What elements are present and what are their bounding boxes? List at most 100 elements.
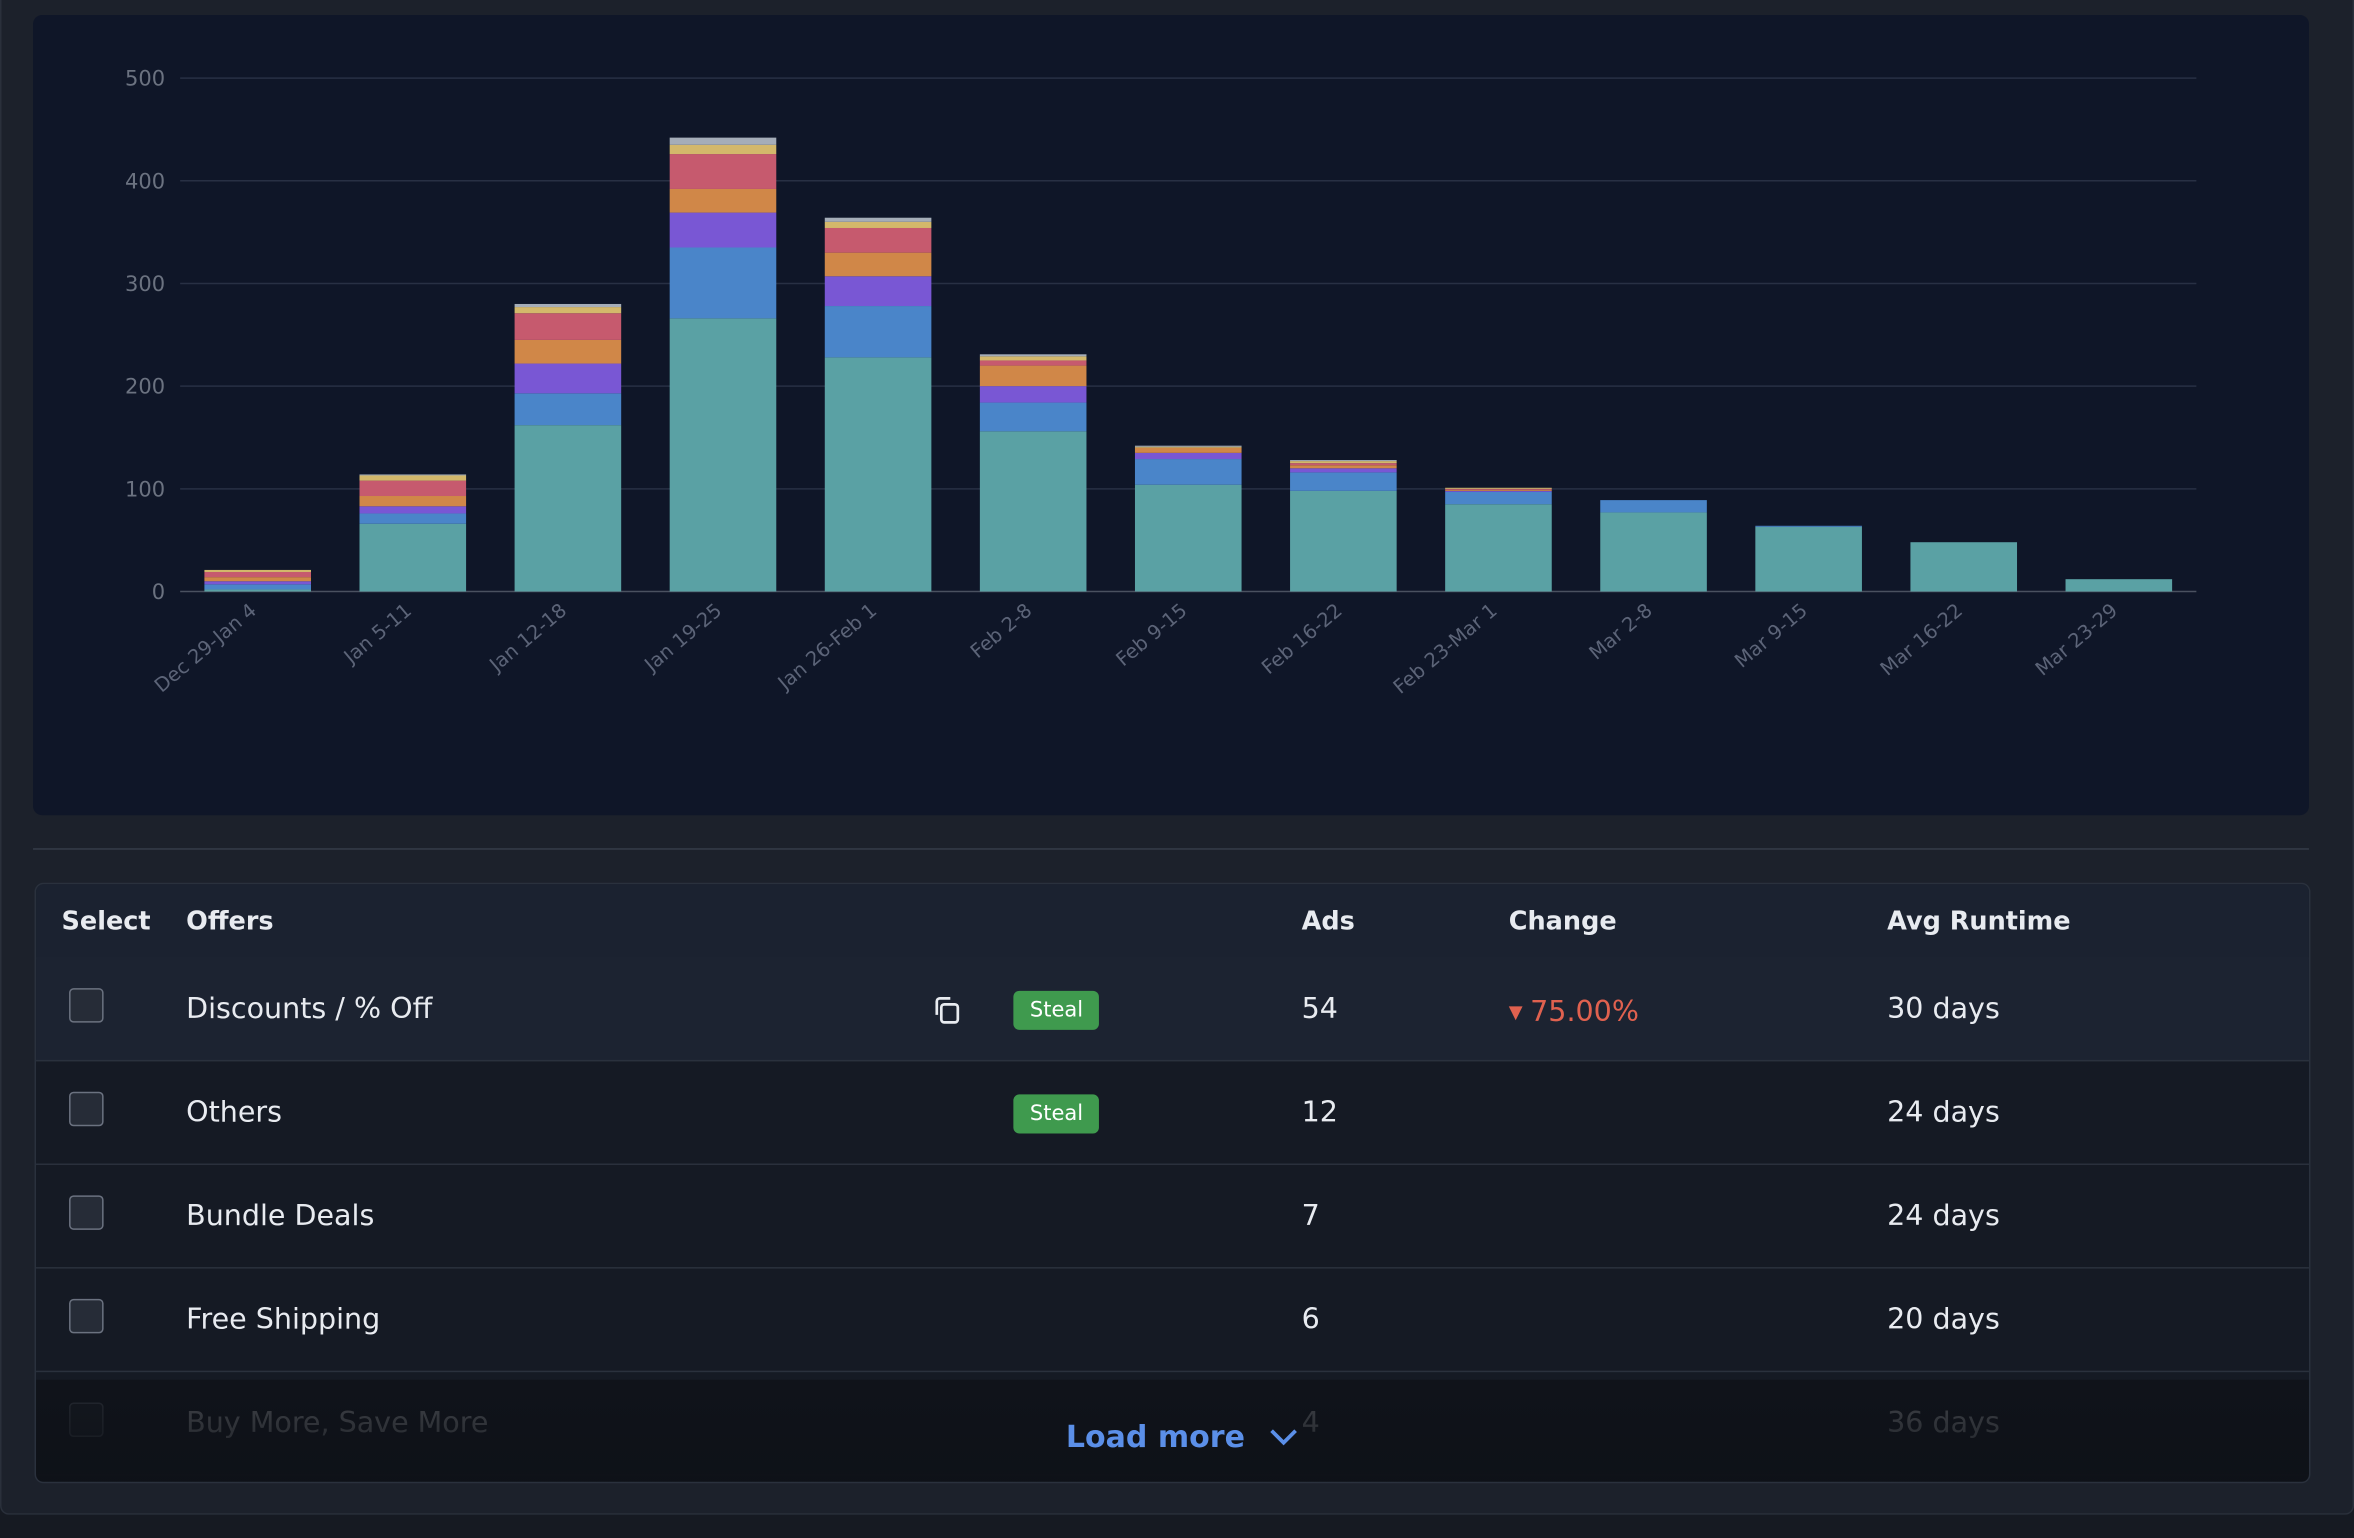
bar-segment [1290, 460, 1397, 462]
bar-segment [359, 475, 467, 481]
copy-icon[interactable] [931, 994, 964, 1027]
x-tick-label: Mar 16-22 [1876, 599, 1967, 681]
bar-segment [1134, 447, 1242, 453]
table-row: Bundle Deals 7 24 days [36, 1165, 2309, 1269]
down-arrow: ▼ [1508, 1001, 1523, 1023]
steal-badge[interactable]: Steal [1013, 1094, 1100, 1134]
checkbox[interactable] [69, 1091, 104, 1127]
bar-segment [1290, 468, 1397, 473]
bar-segment [514, 363, 622, 394]
fade-overlay [36, 1379, 2309, 1482]
bar-segment [669, 144, 777, 155]
bar-segment [669, 212, 777, 248]
bar-segment [1290, 472, 1397, 491]
x-tick-label: Jan 26-Feb 1 [772, 599, 881, 696]
bar-segment [1290, 461, 1397, 464]
y-tick-label: 0 [152, 579, 165, 604]
x-tick-label: Feb 2-8 [966, 599, 1036, 663]
bar-segment [1134, 445, 1242, 447]
steal-badge[interactable]: Steal [1013, 990, 1100, 1030]
bar-segment [669, 318, 777, 592]
bar-segment [1445, 487, 1552, 489]
column-header: Select [61, 906, 151, 937]
avg-runtime: 20 days [1887, 1303, 2000, 1337]
bar-segment [669, 137, 777, 145]
bar-segment [669, 247, 777, 319]
x-tick-label: Dec 29-Jan 4 [150, 599, 261, 697]
bar-segment [824, 217, 932, 222]
x-tick-label: Mar 23-29 [2031, 599, 2122, 681]
table-header: Select Offers Ads Change Avg Runtime [36, 884, 2309, 960]
bar-segment [359, 480, 467, 497]
bar-segment [979, 431, 1087, 592]
bar-segment [1290, 490, 1397, 592]
bar-segment [359, 496, 467, 507]
chart-area [33, 15, 2309, 816]
offer-name: Bundle Deals [186, 1199, 375, 1233]
bar-segment [1445, 504, 1552, 592]
x-tick-label: Feb 9-15 [1112, 599, 1192, 671]
bar-segment [204, 581, 311, 585]
bar-segment [824, 227, 932, 253]
bar-segment [979, 402, 1087, 432]
table-row: Others Steal 12 24 days [36, 1061, 2309, 1165]
bar-segment [514, 313, 622, 340]
checkbox[interactable] [69, 988, 104, 1023]
ads-count: 12 [1301, 1095, 1338, 1129]
bar-segment [204, 577, 311, 582]
x-tick-label: Jan 12-18 [484, 599, 571, 678]
load-more[interactable]: Load more [1066, 1419, 1301, 1455]
y-tick-label: 400 [125, 168, 165, 193]
bar-segment [204, 589, 311, 592]
x-tick-label: Mar 2-8 [1585, 599, 1657, 665]
bar-segment [824, 357, 932, 592]
chevron-icon[interactable] [1267, 1426, 1300, 1447]
x-tick-label: Jan 19-25 [639, 599, 726, 678]
bar-segment [1910, 542, 2018, 592]
bar-segment [1755, 526, 1862, 592]
ads-count: 6 [1301, 1303, 1320, 1337]
avg-runtime: 24 days [1887, 1095, 2000, 1129]
bar-segment [514, 339, 622, 364]
bar-segment [514, 425, 622, 592]
bar-segment [514, 303, 622, 308]
separator [33, 848, 2309, 850]
bar-segment [824, 252, 932, 277]
y-tick-label: 300 [125, 271, 165, 296]
ads-count: 7 [1301, 1199, 1320, 1233]
copy-glyph[interactable] [931, 994, 964, 1027]
bar-segment [1290, 463, 1397, 466]
bar-segment [359, 474, 467, 476]
bar-segment [359, 523, 467, 592]
bar-segment [1134, 484, 1242, 592]
bar-segment [1445, 489, 1552, 491]
load-more-label[interactable]: Load more [1065, 1418, 1245, 1455]
checkbox[interactable] [69, 1298, 104, 1334]
bar-segment [1445, 490, 1552, 492]
bar-segment [979, 360, 1087, 366]
column-header: Avg Runtime [1887, 906, 2071, 937]
column-header: Change [1508, 906, 1617, 937]
y-tick-label: 100 [125, 476, 165, 501]
y-tick-label: 500 [125, 66, 165, 91]
bar-segment [204, 584, 311, 590]
bar-segment [1134, 459, 1242, 485]
bar-segment [824, 276, 932, 307]
avg-runtime: 30 days [1887, 992, 2000, 1026]
bar-segment [1134, 452, 1242, 460]
bar-segment [1600, 500, 1707, 513]
bar-segment [1755, 525, 1862, 527]
offer-name: Free Shipping [186, 1303, 381, 1337]
change-value: 75.00% [1530, 995, 1639, 1029]
bar-segment [359, 506, 467, 514]
bar-segment [669, 154, 777, 189]
bar-segment [979, 365, 1087, 387]
bar-segment [979, 356, 1087, 361]
bar-segment [1290, 465, 1397, 469]
x-tick-label: Feb 16-22 [1257, 599, 1346, 679]
checkbox[interactable] [69, 1195, 104, 1230]
bar-segment [1600, 512, 1707, 592]
offers-table: Select Offers Ads Change Avg Runtime Discoun… [34, 882, 2311, 1484]
